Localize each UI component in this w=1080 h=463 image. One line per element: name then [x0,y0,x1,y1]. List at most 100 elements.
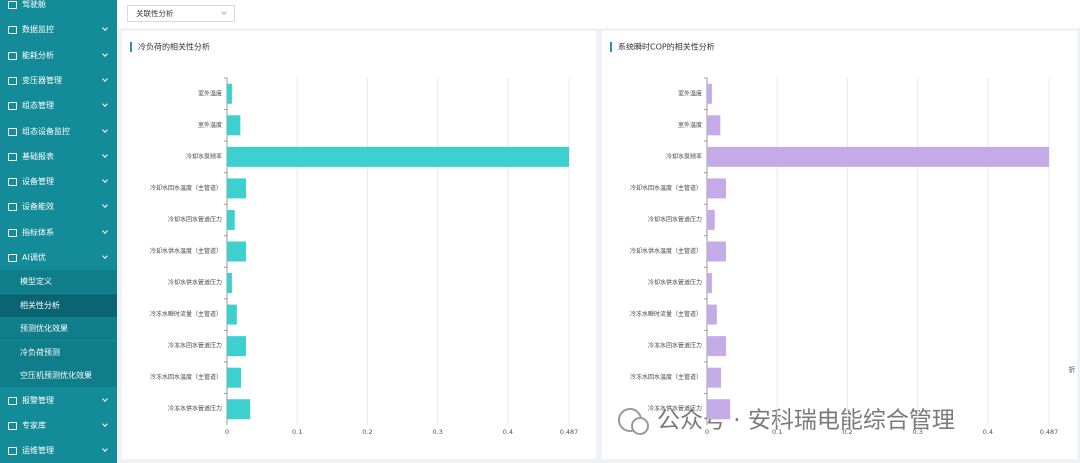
menu-item[interactable]: 基础报表 [0,144,117,169]
chevron [102,395,108,402]
menu-label: 预测优化效果 [20,324,68,334]
menu-icon [8,396,17,405]
title-accent [130,42,132,52]
menu-icon [8,127,17,136]
y-tick-label: 冷却水回水温度（主管道） [630,184,702,192]
menu-label: 模型定义 [20,277,52,287]
menu-item[interactable]: 数据监控 [0,17,117,42]
y-tick-label: 冷却水供水温度（主管道） [150,247,222,255]
panel [602,31,1077,459]
menu-label: 冷负荷预测 [20,347,60,357]
menu-item[interactable]: 模型定义 [0,270,117,294]
menu-item[interactable]: 组态管理 [0,93,117,118]
dropdown[interactable]: 关联性分析 [127,5,235,22]
menu-label: 变压器管理 [22,75,62,85]
menu-item[interactable]: 变压器管理 [0,68,117,93]
bar [707,178,726,199]
bar [227,367,242,388]
bar [227,241,246,262]
menu-item[interactable]: 设备能效 [0,194,117,219]
menu-item[interactable]: 专家库 [0,413,117,438]
menu-label: 相关性分析 [20,300,60,310]
y-tick-label: 冷冻水瞬时流量（主管道） [630,310,702,318]
chevron [102,253,108,259]
side-hint[interactable]: 折 [1069,365,1076,374]
menu-label: 能耗分析 [22,50,54,60]
bar [707,367,722,388]
y-tick-label: 冷却水回水管道压力 [648,215,702,223]
y-tick-label: 室外温度 [198,89,222,97]
bar [227,115,241,136]
y-tick-label: 冷冻水回水管道压力 [168,342,222,350]
menu-item[interactable]: 相关性分析 [0,293,117,317]
menu-icon [8,178,17,187]
menu-item[interactable]: 空压机预测优化效果 [0,364,117,388]
menu-icon [8,1,17,9]
bar [227,336,246,357]
menu-label: 数据监控 [22,25,54,35]
menu-item[interactable]: 设备管理 [0,169,117,194]
chevron [102,25,108,32]
menu-label: 指标体系 [22,227,54,237]
menu-label: 基础报表 [22,151,54,161]
menu-label: 报警管理 [22,395,54,405]
y-tick-label: 冷冻水供水管道压力 [168,405,222,413]
bar [707,209,715,230]
menu-item[interactable]: AI调优 [0,245,117,270]
bar [707,83,712,104]
x-tick-label: 0.1 [292,428,302,436]
bar [227,83,232,104]
chevron [102,446,108,453]
y-tick-label: 冷冻水回水管道压力 [648,342,702,350]
x-tick-label: 0.4 [503,428,513,436]
bar [707,115,721,136]
y-tick-label: 冷冻水回水温度（主管道） [150,373,222,381]
bar [707,336,726,357]
bar [227,178,246,199]
bar [227,273,232,294]
x-tick-label: 0.4 [983,428,993,436]
y-tick-label: 冷却水供水温度（主管道） [630,247,702,255]
menu-item[interactable]: 组态设备监控 [0,119,117,144]
menu-label: AI调优 [22,253,46,262]
menu-item[interactable]: 预测优化效果 [0,317,117,341]
x-tick-label: 0 [225,428,229,436]
menu-item[interactable]: 能耗分析 [0,43,117,68]
menu-label: 设备能效 [22,202,54,212]
y-tick-label: 冷冻水瞬时流量（主管道） [150,310,222,318]
menu-label: 专家库 [22,421,46,431]
y-tick-label: 冷却水供水管道压力 [648,279,702,287]
menu-item[interactable]: 指标体系 [0,220,117,245]
y-tick-label: 冷冻水供水管道压力 [648,405,702,413]
x-tick-label: 0.2 [842,428,852,436]
x-tick-label: 0.3 [433,428,443,436]
menu-label: 运维管理 [22,446,54,456]
chevron [102,227,108,234]
y-tick-label: 冷却水回水温度（主管道） [150,184,222,192]
title-accent [610,42,612,52]
menu-item[interactable]: 驾驶舱 [0,0,117,17]
x-tick-label: 0.487 [1040,428,1059,436]
bar [707,399,731,420]
chart-title: 冷负荷的相关性分析 [138,42,210,52]
menu-icon [8,254,17,262]
y-tick-label: 室外温度 [198,121,222,129]
menu-item[interactable]: 报警管理 [0,388,117,413]
menu-label: 组态管理 [22,101,54,111]
y-tick-label: 冷却水回水管道压力 [168,215,222,223]
y-tick-label: 冷却水泵频率 [186,152,222,160]
menu-item[interactable]: 运维管理 [0,438,117,463]
bar [707,146,1049,167]
chevron [102,76,108,82]
menu-label: 设备管理 [22,177,54,187]
menu-item[interactable]: 冷负荷预测 [0,340,117,364]
menu-icon [8,203,17,212]
bar [707,273,712,294]
y-tick-label: 冷冻水回水温度（主管道） [630,373,702,381]
chevron [102,151,108,158]
panel [122,31,596,459]
chevron [102,101,108,108]
menu-icon [8,447,17,456]
